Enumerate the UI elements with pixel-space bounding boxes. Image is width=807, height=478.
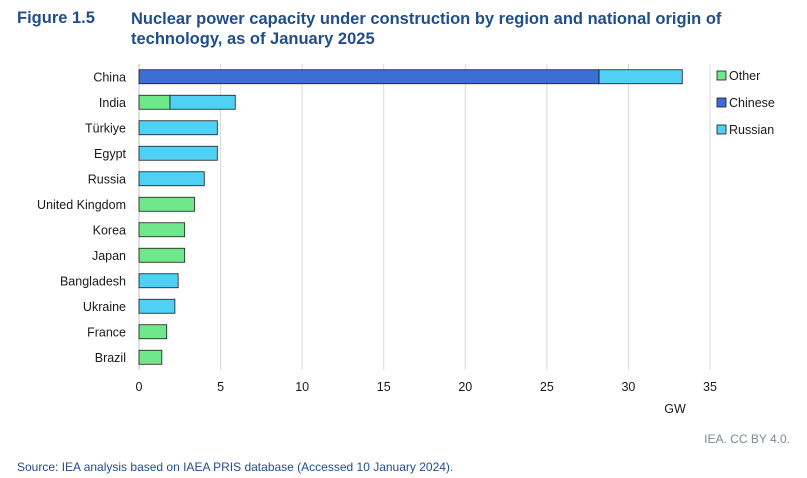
category-label: Russia — [88, 172, 126, 186]
x-axis-label: GW — [664, 402, 686, 416]
x-tick-label: 5 — [217, 380, 224, 394]
category-label: Japan — [92, 249, 126, 263]
category-label: France — [87, 325, 126, 339]
x-tick-label: 25 — [540, 380, 554, 394]
bar-other — [138, 222, 186, 238]
credit-text: IEA. CC BY 4.0. — [704, 432, 790, 446]
legend-swatch — [716, 124, 727, 135]
figure-number: Figure 1.5 — [17, 9, 95, 27]
legend-label: Chinese — [729, 96, 775, 110]
bar-chinese — [138, 69, 600, 85]
legend-label: Russian — [729, 123, 774, 137]
bar-other — [138, 349, 163, 365]
x-tick-label: 35 — [703, 380, 717, 394]
x-tick-label: 10 — [295, 380, 309, 394]
bar-russian — [598, 69, 683, 85]
legend-swatch — [716, 70, 727, 81]
figure-title: Nuclear power capacity under constructio… — [131, 10, 722, 48]
bar-russian — [138, 145, 218, 161]
bar-russian — [138, 120, 218, 136]
category-label: Türkiye — [85, 121, 126, 135]
legend-swatch — [716, 97, 727, 108]
category-label: India — [99, 96, 126, 110]
x-tick-label: 30 — [621, 380, 635, 394]
x-tick-label: 0 — [136, 380, 143, 394]
category-label: Bangladesh — [60, 274, 126, 288]
bar-other — [138, 247, 186, 263]
category-label: Korea — [93, 223, 126, 237]
x-tick-label: 15 — [377, 380, 391, 394]
bar-russian — [138, 298, 176, 314]
category-label: United Kingdom — [37, 198, 126, 212]
bar-other — [138, 94, 171, 110]
category-label: Ukraine — [83, 300, 126, 314]
category-label: China — [93, 70, 126, 84]
x-tick-label: 20 — [458, 380, 472, 394]
bar-russian — [169, 94, 236, 110]
legend-label: Other — [729, 69, 760, 83]
category-label: Egypt — [94, 147, 126, 161]
bar-other — [138, 324, 168, 340]
bar-other — [138, 196, 195, 212]
bar-russian — [138, 273, 179, 289]
source-text: Source: IEA analysis based on IAEA PRIS … — [17, 460, 454, 474]
category-label: Brazil — [95, 351, 126, 365]
bar-russian — [138, 171, 205, 187]
